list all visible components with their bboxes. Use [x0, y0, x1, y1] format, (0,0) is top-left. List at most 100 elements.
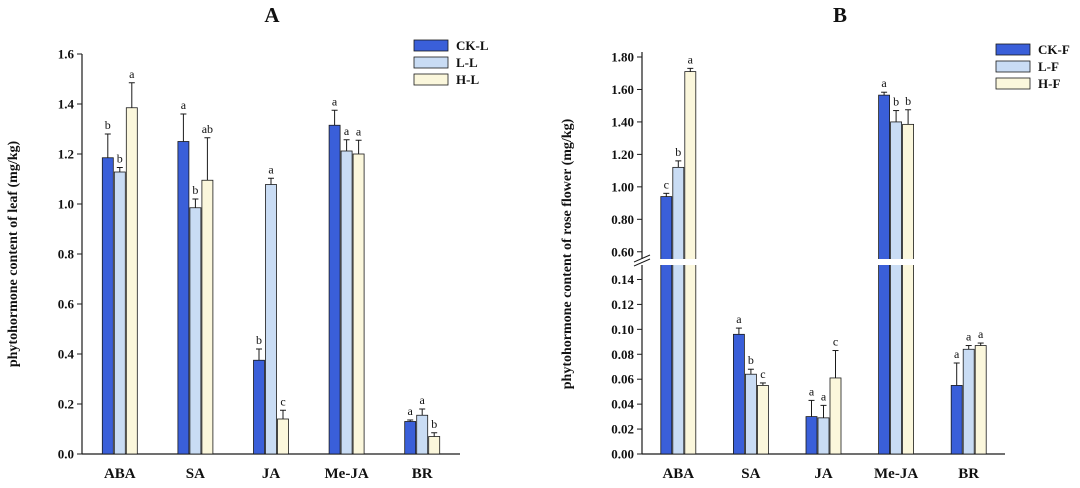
- panel-a-legend-label-h-l: H-L: [456, 72, 479, 87]
- panel-a-bar-l-l-me-ja: [340, 150, 353, 455]
- panel-a-x-tick-label: SA: [186, 466, 205, 482]
- panel-b-y-tick-label: 1.00: [611, 179, 634, 194]
- panel-b-x-tick-label: BR: [958, 466, 979, 482]
- panel-a-bar-h-l-ja: [277, 418, 289, 455]
- panel-a-significance-letter: a: [356, 124, 362, 138]
- panel-b-x-tick-label: ABA: [662, 466, 694, 482]
- panel-b-y-tick-label: 0.80: [611, 212, 634, 227]
- panel-a-y-tick-label: 1.2: [58, 147, 74, 162]
- panel-a-x-tick-label: JA: [262, 466, 281, 482]
- panel-a-title: A: [264, 3, 280, 27]
- panel-b-bar-l-f-br: [962, 348, 975, 455]
- panel-b-significance-letter: b: [748, 353, 754, 367]
- panel-a-legend-swatch-ck-l: [413, 39, 449, 52]
- panel-b-legend-swatch-ck-f: [995, 43, 1031, 56]
- panel-a-y-tick-label: 1.6: [58, 47, 75, 62]
- panel-b-y-tick-label: 0.12: [611, 297, 634, 312]
- panel-a-significance-letter: c: [280, 394, 285, 408]
- panel-a-bar-l-l-br: [416, 414, 429, 455]
- panel-b-significance-letter: a: [966, 330, 972, 344]
- panel-b-significance-letter: b: [905, 94, 911, 108]
- panel-a-significance-letter: b: [192, 183, 198, 197]
- panel-a-bar-ck-l-aba: [101, 157, 114, 455]
- panel-b-significance-letter: c: [760, 367, 765, 381]
- panel-a-significance-letter: a: [332, 94, 338, 108]
- panel-a-x-tick-label: BR: [412, 466, 433, 482]
- panel-b-bar-ck-f-ja: [805, 416, 818, 455]
- panel-a-bar-h-l-br: [428, 436, 441, 455]
- panel-b-x-tick-label: JA: [814, 466, 833, 482]
- panel-b-bar-l-f-aba: [672, 166, 685, 455]
- panel-a-significance-letter: a: [129, 67, 135, 81]
- panel-b-y-tick-label: 1.20: [611, 147, 634, 162]
- panel-a-legend-swatch-h-l: [413, 73, 449, 86]
- panel-b-y-tick-label: 0.60: [611, 244, 634, 259]
- panel-a-bar-ck-l-br: [404, 421, 417, 455]
- panel-b-legend-swatch-l-f: [995, 60, 1031, 73]
- panel-b-axis-break-mark: [633, 254, 651, 263]
- panel-b-bar-ck-f-aba: [660, 196, 673, 455]
- panel-a-y-tick-label: 1.4: [58, 97, 75, 112]
- panel-b-bar-ck-f-sa: [733, 333, 745, 455]
- panel-a-bar-ck-l-ja: [253, 359, 265, 455]
- panel-a-bar-l-l-sa: [189, 207, 202, 455]
- panel-b-y-tick-label: 0.06: [611, 372, 634, 387]
- panel-b-bar-h-f-sa: [757, 385, 769, 455]
- panel-b-x-tick-label: SA: [741, 466, 760, 482]
- panel-b-significance-letter: b: [675, 145, 681, 159]
- panel-b-legend-label-ck-f: CK-F: [1038, 42, 1070, 57]
- panel-b-bar-l-f-ja: [817, 417, 830, 455]
- panel-b-bar-h-f-br: [974, 345, 987, 455]
- panel-a-significance-letter: a: [181, 98, 187, 112]
- panel-b-y-tick-label: 0.10: [611, 322, 634, 337]
- panel-a-bar-l-l-ja: [265, 184, 277, 455]
- panel-a-significance-letter: a: [420, 393, 426, 407]
- panel-b-axis-break-mark: [633, 258, 651, 267]
- panel-b-title: B: [833, 3, 847, 27]
- panel-a-x-tick-label: ABA: [104, 466, 136, 482]
- panel-b-y-tick-label: 0.08: [611, 347, 634, 362]
- panel-a-y-tick-label: 0.2: [58, 397, 74, 412]
- panel-b-significance-letter: c: [833, 335, 838, 349]
- panel-a-y-tick-label: 0.4: [58, 347, 75, 362]
- panel-b-y-tick-label: 1.60: [611, 82, 634, 97]
- panel-a-significance-letter: b: [431, 417, 437, 431]
- panel-a-significance-letter: b: [117, 152, 123, 166]
- panel-a-y-label: phytohormone content of leaf (mg/kg): [6, 141, 21, 368]
- panel-a-significance-letter: a: [268, 162, 274, 176]
- panel-b-axis-break-gap: [636, 259, 936, 265]
- panel-a-y-tick-label: 0.6: [58, 297, 75, 312]
- panel-a-significance-letter: b: [256, 333, 262, 347]
- panel-b-significance-letter: a: [978, 327, 984, 341]
- panel-a: A phytohormone content of leaf (mg/kg) 0…: [6, 3, 489, 482]
- panel-b-bar-l-f-me-ja: [890, 121, 902, 455]
- panel-b-legend-swatch-h-f: [995, 77, 1031, 90]
- panel-b-legend-label-h-f: H-F: [1038, 76, 1060, 91]
- panel-b-y-tick-label: 1.40: [611, 114, 634, 129]
- panel-a-significance-letter: ab: [202, 122, 213, 136]
- panel-b-bar-h-f-ja: [829, 377, 842, 455]
- panel-b-legend-label-l-f: L-F: [1038, 59, 1059, 74]
- panel-a-bar-ck-l-me-ja: [328, 124, 341, 455]
- panel-b-y-tick-label: 0.02: [611, 422, 634, 437]
- panel-b-y-label: phytohormone content of rose flower (mg/…: [560, 118, 575, 389]
- panel-a-bar-h-l-me-ja: [352, 153, 365, 455]
- panel-b-significance-letter: a: [809, 384, 815, 398]
- panel-a-y-tick-label: 0.8: [58, 247, 75, 262]
- panel-b-significance-letter: a: [881, 76, 887, 90]
- panel-b-bar-ck-f-br: [950, 385, 963, 455]
- panel-a-y-tick-label: 0.0: [58, 447, 74, 462]
- panel-b-significance-letter: c: [664, 177, 669, 191]
- panel-b-bar-ck-f-me-ja: [878, 94, 890, 455]
- panel-a-significance-letter: b: [105, 118, 111, 132]
- panel-a-significance-letter: a: [344, 124, 350, 138]
- panel-a-legend-swatch-l-l: [413, 56, 449, 69]
- panel-b-bar-h-f-me-ja: [902, 123, 914, 455]
- panel-b-y-tick-label: 0.00: [611, 447, 634, 462]
- panel-b-y-tick-label: 0.14: [611, 272, 634, 287]
- panel-b-significance-letter: b: [893, 95, 899, 109]
- panel-a-y-tick-label: 1.0: [58, 197, 74, 212]
- panel-a-legend-label-l-l: L-L: [456, 55, 478, 70]
- panel-b: B phytohormone content of rose flower (m…: [560, 3, 1070, 482]
- panel-b-significance-letter: a: [954, 347, 960, 361]
